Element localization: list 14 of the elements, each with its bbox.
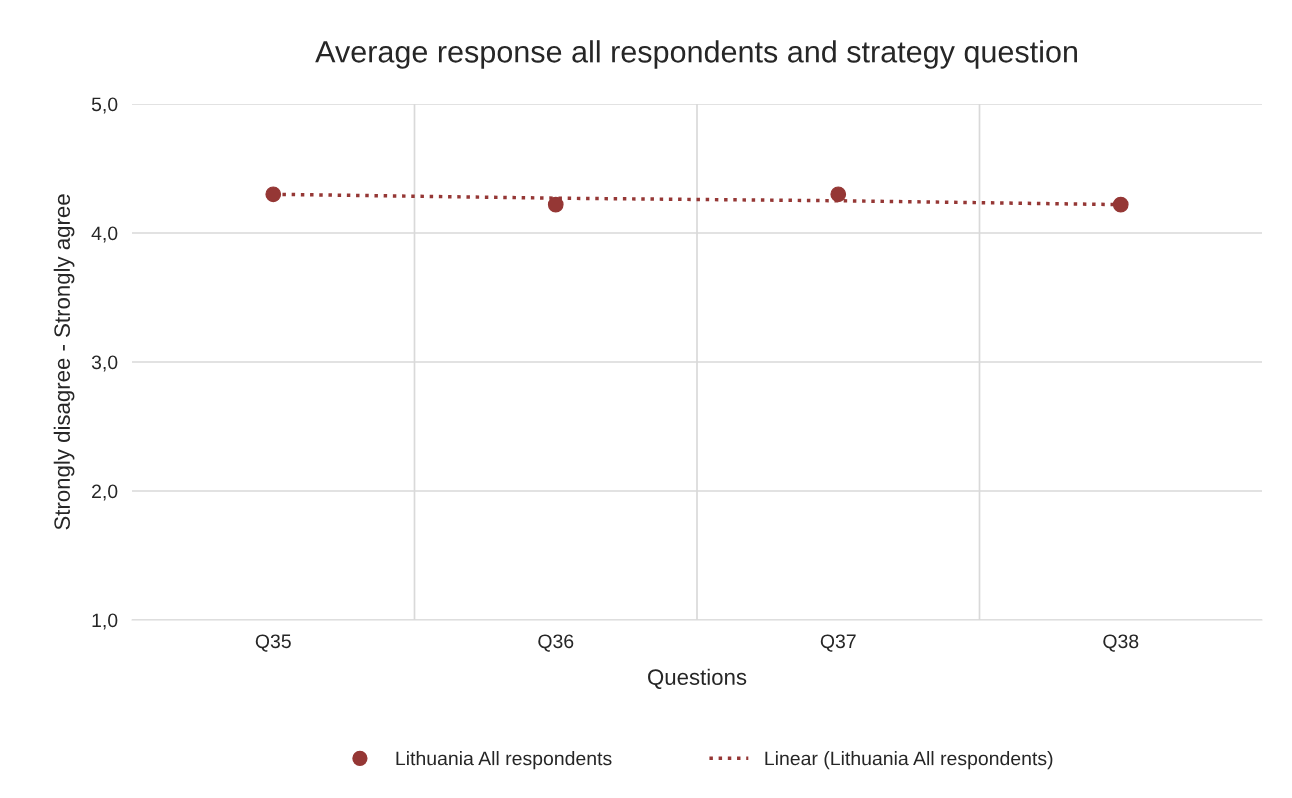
legend-label: Linear (Lithuania All respondents)	[765, 751, 1053, 770]
x-axis-title: Questions	[648, 668, 747, 689]
x-tick-label: Q38	[1103, 634, 1139, 652]
y-tick-label: 4,0	[91, 226, 118, 243]
x-tick-label: Q37	[820, 634, 856, 652]
y-axis-title: Strongly disagree - Strongly agree	[53, 194, 75, 530]
x-tick-label: Q36	[538, 634, 574, 652]
chart-title: Average response all respondents and strategy question	[315, 40, 1077, 69]
legend-label: Lithuania All respondents	[396, 751, 612, 770]
y-tick-label: 1,0	[92, 613, 118, 630]
x-tick-label: Q35	[255, 634, 291, 652]
y-tick-label: 3,0	[91, 355, 118, 372]
y-tick-label: 5,0	[91, 97, 118, 114]
y-tick-label: 2,0	[92, 484, 118, 501]
